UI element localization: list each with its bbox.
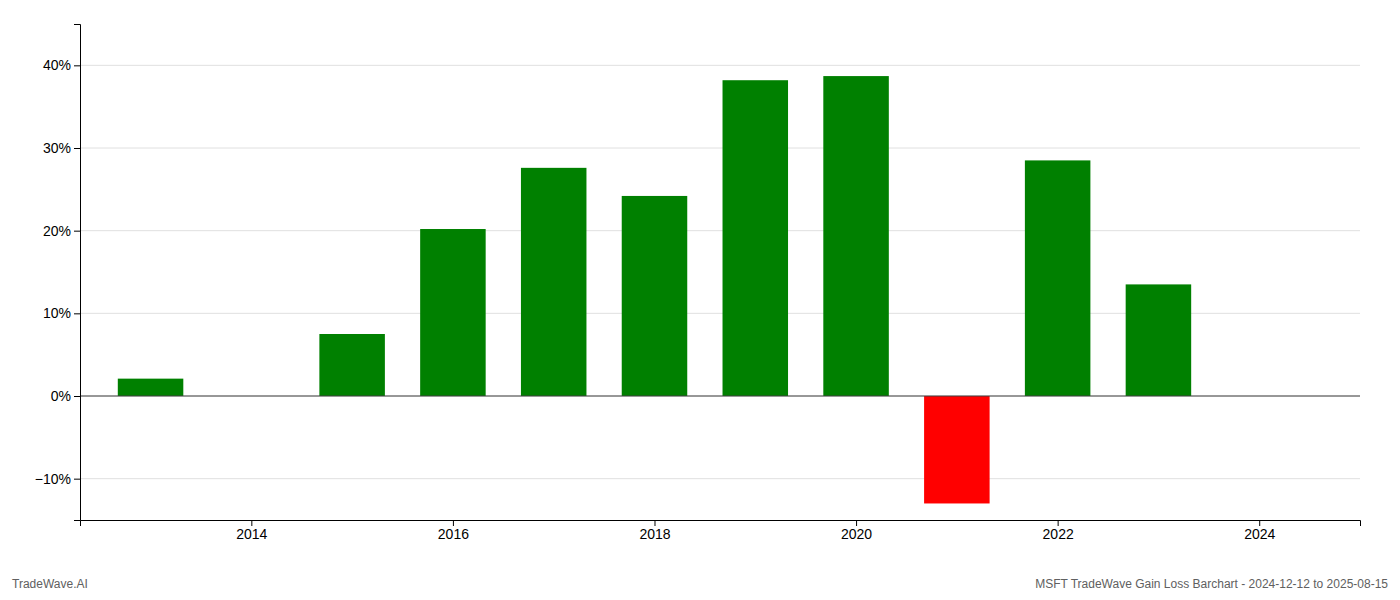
footer-text: TradeWave.AI <box>12 577 88 591</box>
y-tick: 40% <box>43 57 80 73</box>
bar <box>420 229 486 396</box>
bar <box>622 196 688 396</box>
zero-line <box>80 396 1360 397</box>
y-tick-label: 20% <box>43 223 71 239</box>
y-tick-mark <box>74 148 80 149</box>
x-tick: 2018 <box>639 520 670 542</box>
x-tick: 2024 <box>1244 520 1275 542</box>
x-tick: 2016 <box>438 520 469 542</box>
y-tick-mark <box>74 65 80 66</box>
y-tick: 10% <box>43 305 80 321</box>
x-tick: 2020 <box>841 520 872 542</box>
y-tick-mark <box>74 479 80 480</box>
y-tick-mark <box>74 396 80 397</box>
grid <box>80 65 1360 478</box>
bar <box>319 334 385 396</box>
y-tick-label: 10% <box>43 305 71 321</box>
y-axis: −10% 0% 10% 20% 30% 40% <box>35 25 81 521</box>
y-tick: 0% <box>51 388 80 404</box>
grid-line <box>80 230 1360 231</box>
x-tick: 2022 <box>1043 520 1074 542</box>
x-tick: 2014 <box>236 520 267 542</box>
y-tick: 20% <box>43 223 80 239</box>
y-tick-label: 0% <box>51 388 71 404</box>
x-tick-label: 2020 <box>841 526 872 542</box>
footer-text: MSFT TradeWave Gain Loss Barchart - 2024… <box>1035 577 1388 591</box>
x-tick-label: 2016 <box>438 526 469 542</box>
y-tick: −10% <box>35 471 80 487</box>
bars <box>118 76 1191 503</box>
x-tick-label: 2024 <box>1244 526 1275 542</box>
grid-line <box>80 478 1360 479</box>
bar <box>1025 160 1091 396</box>
x-axis-line <box>81 521 1361 527</box>
bar <box>723 80 789 396</box>
x-tick-label: 2018 <box>639 526 670 542</box>
y-axis-line <box>74 25 81 521</box>
y-tick: 30% <box>43 140 80 156</box>
x-tick-label: 2022 <box>1043 526 1074 542</box>
y-tick-label: −10% <box>35 471 71 487</box>
x-tick-label: 2014 <box>236 526 267 542</box>
y-tick-mark <box>74 231 80 232</box>
y-tick-label: 40% <box>43 57 71 73</box>
plot: 2014 2016 2018 2020 2022 2024 −10% 0% 10% 20% 30% 4… <box>35 25 1361 542</box>
bar <box>118 379 184 396</box>
grid-line <box>80 65 1360 66</box>
x-axis: 2014 2016 2018 2020 2022 2024 <box>81 520 1361 542</box>
bar <box>521 168 587 396</box>
y-tick-label: 30% <box>43 140 71 156</box>
bar <box>1126 284 1192 396</box>
y-tick-mark <box>74 313 80 314</box>
chart: 2014 2016 2018 2020 2022 2024 −10% 0% 10% 20% 30% 4… <box>0 0 1400 600</box>
grid-line <box>80 148 1360 149</box>
bar <box>823 76 889 396</box>
bar <box>924 396 990 503</box>
grid-line <box>80 396 1360 397</box>
